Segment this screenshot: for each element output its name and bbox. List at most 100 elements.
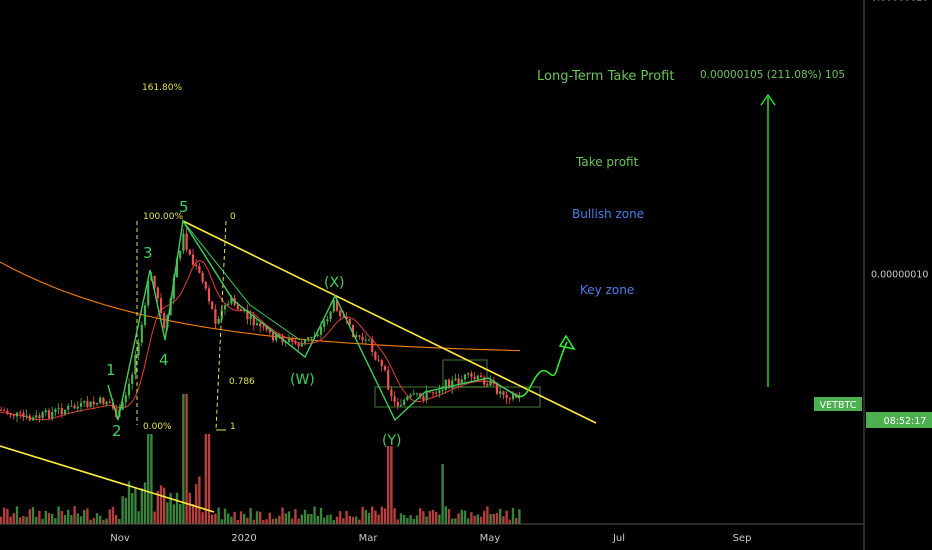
volume-bar [409,515,412,524]
volume-bar [342,518,345,524]
volume-bar [473,515,476,524]
volume-bar [284,513,287,524]
candle-body [419,393,422,397]
candle-body [89,401,92,408]
volume-bar [92,517,95,524]
price-tick-0.00000020: 0.00000020 [871,0,928,4]
candle-body [307,337,310,340]
candle-body [137,342,140,356]
candle-body [342,316,345,318]
volume-bar [70,514,73,524]
volume-bar [172,504,175,524]
candle-body [230,297,233,304]
consolidation-box-upper [442,359,488,388]
candle-body [108,401,111,404]
candle-body [105,401,108,405]
candle-body [326,319,329,322]
volume-bar [396,519,399,524]
candle-body [345,316,348,319]
volume-bar [441,464,444,524]
candle-body [431,392,435,394]
candle-body [6,410,9,414]
candle-body [300,343,303,347]
candle-body [227,303,230,306]
volume-bar [44,510,47,524]
volume-bar [364,510,367,524]
volume-bar [380,506,383,524]
volume-bar [335,516,339,524]
candle-body [236,304,239,310]
volume-bar [121,496,124,524]
volume-bar [300,514,303,524]
candle-body [60,408,63,414]
candle-body [51,411,54,419]
candle-body [83,401,86,403]
volume-bar [499,508,502,524]
candle-body [409,394,412,397]
time-axis[interactable]: Nov 2020 Mar May Jul Sep [0,523,864,544]
candle-body [76,406,79,409]
volume-bar [502,516,505,524]
volume-bar [374,510,377,524]
candle-body [111,403,115,409]
descending-resistance-line [182,220,597,424]
volume-bar [371,506,374,524]
candle-body [367,339,371,341]
candle-body [275,333,278,341]
volume-bar [249,508,252,524]
candle-body [73,405,76,409]
candle-body [217,318,220,324]
volume-bar [268,512,271,524]
volume-bar [6,509,9,524]
ma-slow-line [0,261,521,352]
volume-bar [425,516,428,524]
candle-body [163,313,166,328]
candle-body [223,305,227,310]
volume-bar [28,509,31,524]
volume-bar [25,516,28,524]
volume-bar [156,490,159,524]
time-tick-labels: Nov 2020 Mar May Jul Sep [110,533,751,544]
volume-bar [198,476,201,524]
volume-bar [278,515,281,524]
time-tick-May: May [480,533,501,544]
volume-bar [35,516,38,524]
volume-bar [102,519,105,524]
wave-3-label: 3 [143,244,153,262]
candle-body [374,351,377,360]
candle-body [403,400,406,406]
candle-body [495,383,499,394]
wave-5-label: 5 [179,198,189,216]
time-tick-Sep: Sep [733,533,752,544]
volume-bar [38,510,41,524]
current-price-marker: VETBTC 08:52:17 [814,397,932,428]
candle-body [463,374,467,380]
candle-body [47,410,51,419]
price-axis[interactable]: 0.000000100.000000200.000000300.00000040… [814,0,932,550]
candle-body [329,311,332,320]
wave-4-label: 4 [159,351,169,369]
volume-bar [143,482,147,524]
volume-bar [239,511,243,524]
volume-bar [166,502,169,524]
candle-body [486,384,489,386]
candle-body [41,412,44,418]
candle-body [182,233,185,251]
candle-body [63,409,67,414]
volume-bar [515,518,518,524]
volume-bar [15,506,19,524]
candle-body [396,401,399,407]
volume-bar [137,511,140,524]
volume-bar [489,514,492,524]
volume-bar [431,510,435,524]
candle-body [265,326,268,330]
volume-bar [169,493,172,524]
fib-zero-label: 0 [230,212,236,222]
volume-bar [326,515,329,524]
volume-bar [179,504,182,524]
volume-bar [361,506,364,524]
volume-bar [79,516,83,524]
volume-bar [41,518,44,524]
fib-0786-label: 0.786 [229,377,255,387]
